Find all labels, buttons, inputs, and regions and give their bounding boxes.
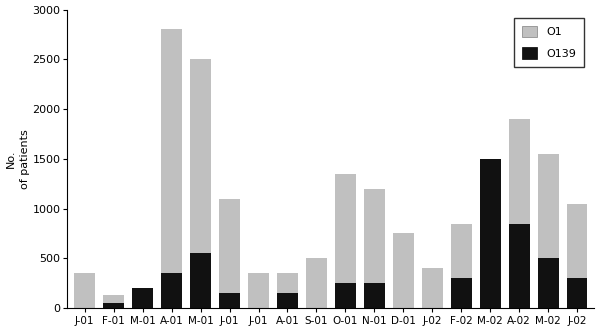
Bar <box>364 283 385 308</box>
Bar <box>480 263 500 308</box>
Bar <box>480 159 500 308</box>
Bar <box>161 273 182 308</box>
Bar <box>364 189 385 308</box>
Bar <box>132 288 153 308</box>
Bar <box>190 59 211 308</box>
Bar <box>277 273 298 308</box>
Bar <box>451 223 472 308</box>
Bar <box>451 278 472 308</box>
Bar <box>566 278 587 308</box>
Bar <box>103 303 124 308</box>
Bar <box>306 258 327 308</box>
Bar <box>393 233 414 308</box>
Bar <box>538 258 559 308</box>
Bar <box>132 288 153 308</box>
Bar <box>103 295 124 308</box>
Bar <box>509 119 530 308</box>
Bar <box>219 199 240 308</box>
Y-axis label: No.
of patients: No. of patients <box>5 129 29 189</box>
Bar <box>335 174 356 308</box>
Bar <box>74 273 95 308</box>
Bar <box>277 293 298 308</box>
Bar <box>161 30 182 308</box>
Bar <box>566 204 587 308</box>
Bar <box>335 283 356 308</box>
Bar <box>509 223 530 308</box>
Bar <box>219 293 240 308</box>
Legend: O1, O139: O1, O139 <box>514 18 584 66</box>
Bar <box>248 273 269 308</box>
Bar <box>422 268 443 308</box>
Bar <box>538 154 559 308</box>
Bar <box>190 253 211 308</box>
